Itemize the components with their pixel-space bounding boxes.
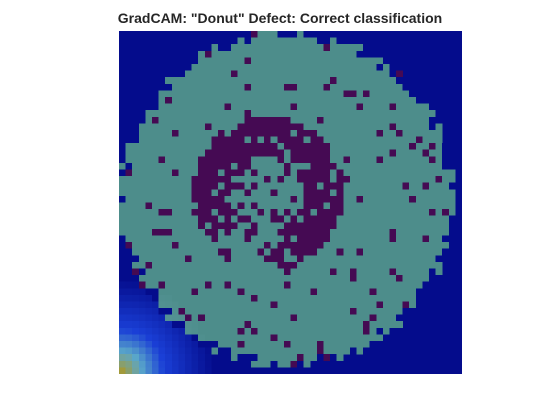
wafer-defect-map — [119, 31, 462, 374]
figure-title: GradCAM: "Donut" Defect: Correct classif… — [117, 10, 443, 26]
